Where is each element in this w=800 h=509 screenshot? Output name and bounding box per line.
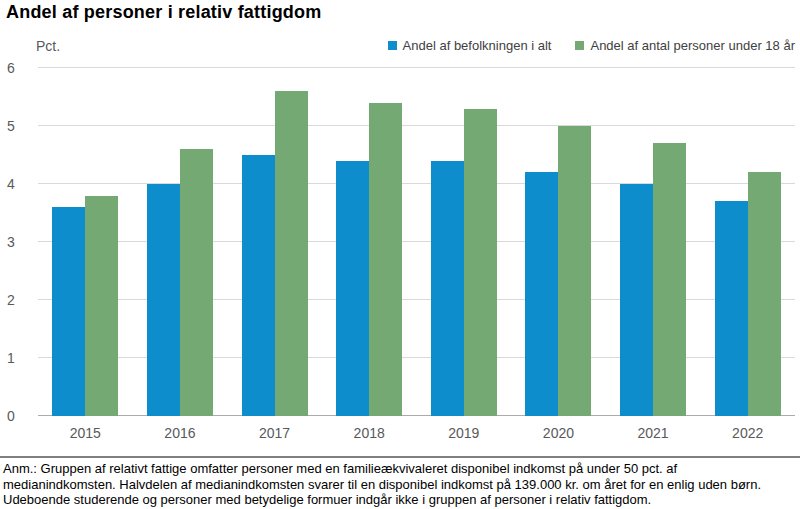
bars-layer — [38, 68, 795, 416]
bar-2017-total — [242, 155, 275, 416]
legend-label-under-18: Andel af antal personer under 18 år — [590, 38, 795, 53]
x-tick-label: 2015 — [38, 425, 133, 441]
bar-2019-total — [431, 161, 464, 416]
y-axis-unit-label: Pct. — [36, 38, 60, 54]
x-tick-label: 2016 — [133, 425, 228, 441]
separator-line — [0, 456, 800, 458]
x-tick-label: 2021 — [606, 425, 701, 441]
legend-item-total: Andel af befolkningen i alt — [388, 38, 552, 53]
bar-2022-total — [715, 201, 748, 416]
bar-group-2021 — [606, 68, 701, 416]
bar-2016-total — [147, 184, 180, 416]
footnote-line: medianindkomsten. Halvdelen af medianind… — [3, 477, 797, 493]
y-tick-label: 2 — [7, 293, 31, 307]
bar-group-2018 — [322, 68, 417, 416]
x-axis-labels: 20152016201720182019202020212022 — [38, 425, 795, 441]
footnote-line: Udeboende studerende og personer med bet… — [3, 492, 797, 508]
plot-area: 0123456 — [38, 68, 795, 416]
bar-2018-total — [336, 161, 369, 416]
bar-group-2022 — [700, 68, 795, 416]
bar-2020-under-18 — [558, 126, 591, 416]
bar-2021-under-18 — [653, 143, 686, 416]
bar-2021-total — [620, 184, 653, 416]
bar-group-2015 — [38, 68, 133, 416]
x-tick-label: 2018 — [322, 425, 417, 441]
footnote-line: Anm.: Gruppen af relativt fattige omfatt… — [3, 461, 797, 477]
bar-group-2019 — [417, 68, 512, 416]
bar-group-2020 — [511, 68, 606, 416]
bar-group-2016 — [133, 68, 228, 416]
bar-2016-under-18 — [180, 149, 213, 416]
chart-page: Andel af personer i relativ fattigdom Pc… — [0, 0, 800, 509]
y-tick-label: 3 — [7, 235, 31, 249]
legend-item-under-18: Andel af antal personer under 18 år — [575, 38, 795, 53]
bar-2020-total — [525, 172, 558, 416]
y-tick-label: 5 — [7, 119, 31, 133]
bar-2015-under-18 — [85, 196, 118, 416]
bar-2015-total — [52, 207, 85, 416]
bar-group-2017 — [227, 68, 322, 416]
bar-2019-under-18 — [464, 109, 497, 416]
bar-2022-under-18 — [748, 172, 781, 416]
y-tick-label: 1 — [7, 351, 31, 365]
y-tick-label: 0 — [7, 409, 31, 423]
x-tick-label: 2022 — [700, 425, 795, 441]
legend-label-total: Andel af befolkningen i alt — [403, 38, 552, 53]
bar-2018-under-18 — [369, 103, 402, 416]
y-tick-label: 6 — [7, 61, 31, 75]
y-tick-label: 4 — [7, 177, 31, 191]
legend-swatch-green-icon — [575, 41, 584, 50]
x-tick-label: 2019 — [417, 425, 512, 441]
footnote: Anm.: Gruppen af relativt fattige omfatt… — [3, 461, 797, 508]
legend: Andel af befolkningen i alt Andel af ant… — [388, 38, 795, 53]
x-tick-label: 2020 — [511, 425, 606, 441]
bar-2017-under-18 — [275, 91, 308, 416]
legend-swatch-blue-icon — [388, 41, 397, 50]
x-tick-label: 2017 — [227, 425, 322, 441]
chart-title: Andel af personer i relativ fattigdom — [6, 2, 321, 23]
